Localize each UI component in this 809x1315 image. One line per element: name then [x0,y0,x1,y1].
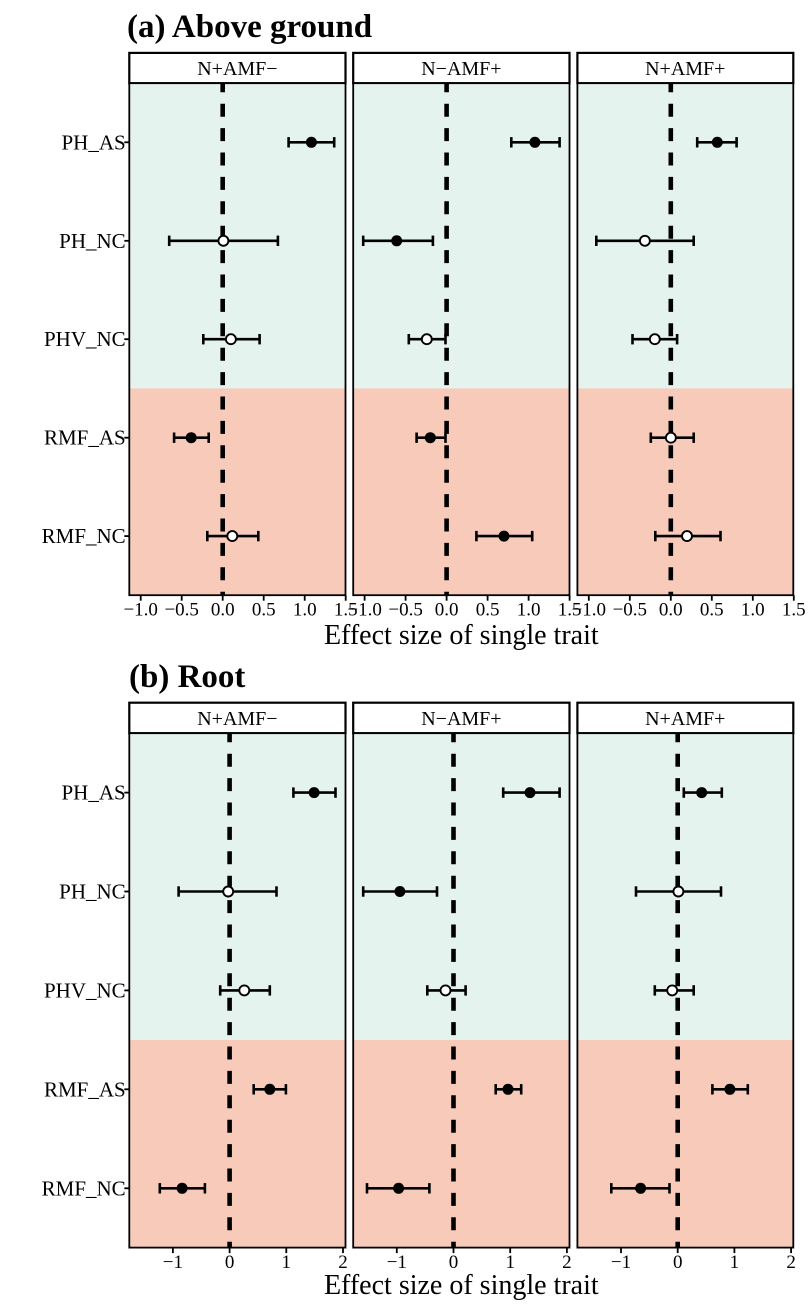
svg-text:0.0: 0.0 [435,600,459,621]
svg-text:0.5: 0.5 [252,600,276,621]
svg-text:0.0: 0.0 [211,600,235,621]
svg-text:−0.5: −0.5 [164,600,198,621]
svg-text:0.5: 0.5 [700,600,724,621]
svg-text:RMF_AS: RMF_AS [44,426,126,450]
svg-text:−0.5: −0.5 [613,600,647,621]
svg-text:N+AMF−: N+AMF− [197,708,277,730]
svg-text:−1: −1 [387,1252,407,1273]
svg-text:0.0: 0.0 [659,600,683,621]
svg-text:Effect size of single trait: Effect size of single trait [324,1270,599,1301]
svg-text:1.0: 1.0 [517,600,541,621]
svg-text:−1.0: −1.0 [572,600,606,621]
svg-text:−1: −1 [611,1252,631,1273]
svg-text:−1: −1 [163,1252,183,1273]
svg-text:N−AMF+: N−AMF+ [421,58,501,80]
svg-text:PH_AS: PH_AS [61,781,125,805]
svg-text:2: 2 [338,1252,348,1273]
svg-text:0: 0 [673,1252,683,1273]
svg-text:N+AMF+: N+AMF+ [645,58,725,80]
svg-text:1.5: 1.5 [558,600,582,621]
svg-text:PH_NC: PH_NC [59,229,126,253]
svg-text:−0.5: −0.5 [388,600,422,621]
svg-text:PH_NC: PH_NC [59,880,126,904]
svg-text:N+AMF−: N+AMF− [197,58,277,80]
svg-text:PH_AS: PH_AS [61,130,125,154]
svg-text:Effect size of single trait: Effect size of single trait [324,620,599,651]
svg-text:0.5: 0.5 [476,600,500,621]
svg-text:PHV_NC: PHV_NC [44,978,126,1002]
svg-text:1.0: 1.0 [741,600,765,621]
svg-text:−1.0: −1.0 [347,600,381,621]
svg-text:0: 0 [449,1252,459,1273]
svg-text:1.5: 1.5 [334,600,358,621]
svg-text:RMF_NC: RMF_NC [42,1176,126,1200]
svg-text:1.5: 1.5 [782,600,806,621]
svg-text:2: 2 [562,1252,572,1273]
svg-text:RMF_NC: RMF_NC [42,524,126,548]
svg-text:0: 0 [225,1252,235,1273]
svg-text:1: 1 [730,1252,740,1273]
svg-text:(a) Above ground: (a) Above ground [127,9,372,45]
svg-text:1.0: 1.0 [293,600,317,621]
svg-text:PHV_NC: PHV_NC [44,327,126,351]
svg-text:2: 2 [786,1252,796,1273]
svg-text:N+AMF+: N+AMF+ [645,708,725,730]
svg-text:(b) Root: (b) Root [129,659,245,695]
svg-text:1: 1 [282,1252,292,1273]
svg-text:N−AMF+: N−AMF+ [421,708,501,730]
svg-text:RMF_AS: RMF_AS [44,1077,126,1101]
svg-text:1: 1 [505,1252,515,1273]
svg-text:−1.0: −1.0 [123,600,157,621]
